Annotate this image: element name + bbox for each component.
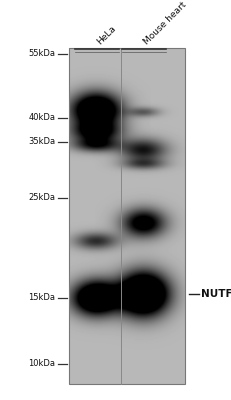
Text: 55kDa: 55kDa [28, 50, 55, 58]
Text: 25kDa: 25kDa [28, 194, 55, 202]
Text: Mouse heart: Mouse heart [142, 0, 188, 46]
Text: NUTF2: NUTF2 [201, 289, 231, 299]
Text: 40kDa: 40kDa [28, 114, 55, 122]
Bar [69, 48, 185, 384]
Text: 35kDa: 35kDa [28, 138, 55, 146]
Text: 10kDa: 10kDa [28, 360, 55, 368]
Text: HeLa: HeLa [95, 24, 117, 46]
Text: 15kDa: 15kDa [28, 294, 55, 302]
